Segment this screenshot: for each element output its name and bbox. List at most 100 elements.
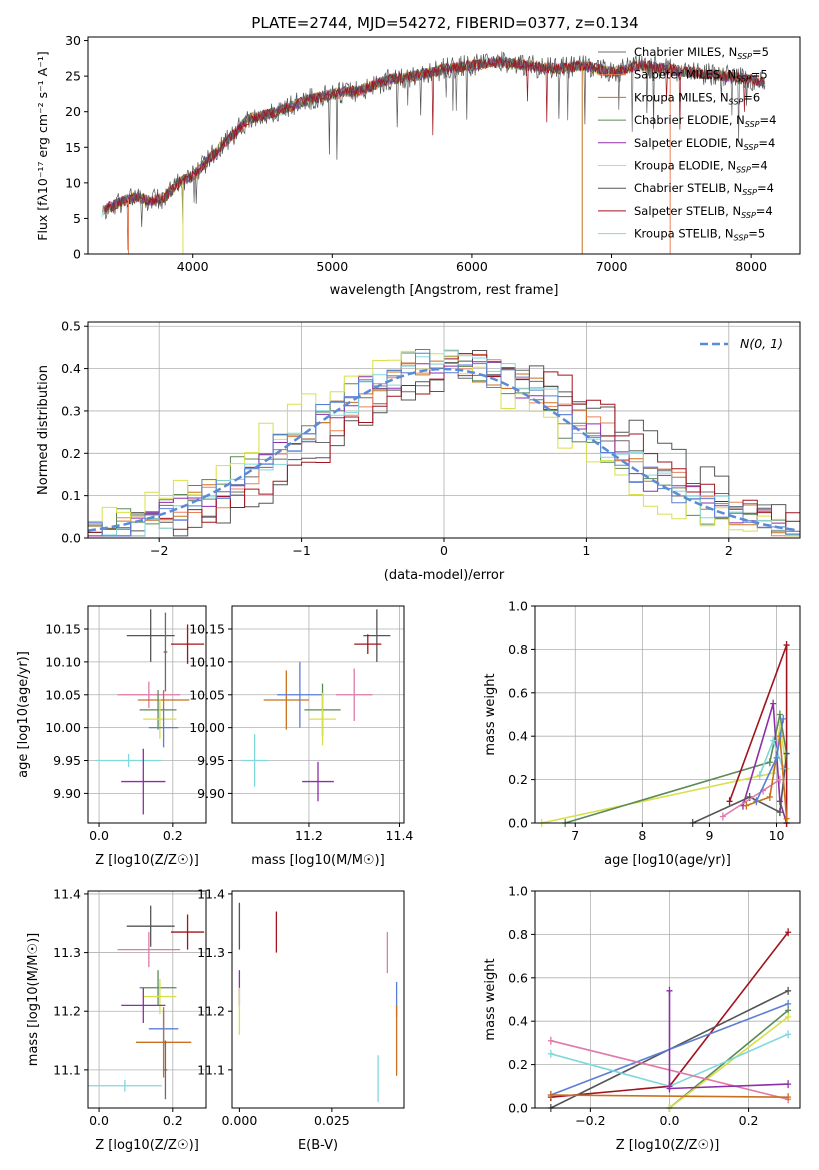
x-tick-label: 0.000 (221, 1113, 257, 1128)
y-axis-label: mass weight (483, 958, 498, 1040)
point (139, 970, 177, 1006)
legend-val: =4 (751, 159, 768, 173)
x-tick-label: −2 (150, 543, 168, 558)
y-tick-label: 10 (65, 175, 81, 190)
legend-sub: SSP (744, 143, 759, 152)
legend-sub: SSP (741, 211, 756, 220)
point (143, 978, 177, 1015)
legend-val: =4 (760, 113, 777, 127)
point (354, 634, 382, 655)
x-tick-label: 1 (582, 543, 590, 558)
x-axis-label: (data-model)/error (384, 568, 505, 583)
point (308, 692, 337, 746)
legend-val: =4 (756, 204, 773, 218)
x-axis-label: Z [log10(Z/Z☉)] (616, 1138, 720, 1153)
legend-label: Salpeter STELIB, NSSP=4 (634, 204, 773, 220)
x-tick-label: 0.0 (89, 828, 109, 843)
x-tick-label: 5000 (316, 259, 348, 274)
y-tick-label: 1.0 (508, 884, 528, 899)
panel-weight_vs_Z: −0.2 0.0 0.2 0.0 0.2 0.4 0.6 0.8 1.0 Z [log10(Z/Z… (483, 884, 801, 1153)
point (126, 905, 175, 947)
y-tick-label: 0 (73, 247, 81, 262)
legend-sub: SSP (737, 52, 752, 61)
weight-marker (547, 1049, 554, 1058)
x-tick-label: 11.4 (386, 828, 414, 843)
x-tick-label: 7000 (596, 259, 628, 274)
x-axis-label: mass [log10(M/M☉)] (251, 853, 384, 868)
axes-frame (534, 890, 801, 1109)
axes-frame (87, 890, 207, 1109)
panel-residual_hist: −2 −1 0 1 2 0.0 0.1 0.2 0.3 0.4 0.5 N(0, 1) (data-mo… (36, 319, 801, 583)
y-tick-label: 11.3 (53, 945, 81, 960)
axes-frame (534, 605, 801, 824)
x-tick-label: 0 (440, 543, 448, 558)
y-tick-label: 9.95 (53, 753, 81, 768)
x-tick-label: 6000 (456, 259, 488, 274)
y-tick-label: 10.05 (189, 687, 225, 702)
point (135, 1007, 192, 1078)
panel-weight_vs_age: 7 8 9 10 0.0 0.2 0.4 0.6 0.8 1.0 age [log10(age/yr… (483, 599, 801, 868)
weight-line (692, 753, 788, 823)
legend-val: =6 (743, 90, 760, 104)
point (88, 1079, 162, 1092)
legend-val: =5 (748, 227, 765, 241)
weight-marker (547, 1090, 554, 1099)
y-tick-label: 10.15 (45, 622, 81, 637)
weight-line (550, 1094, 789, 1098)
point (117, 932, 181, 968)
legend: Chabrier MILES, NSSP=5 Salpeter MILES, NS… (598, 45, 776, 243)
legend-label: Chabrier MILES, NSSP=5 (634, 45, 769, 61)
point (263, 670, 309, 730)
panel-age_vs_mass: 11.2 11.4 9.90 9.95 10.00 10.05 10.10 10.15 mass… (189, 605, 414, 868)
y-tick-label: 0.8 (508, 927, 528, 942)
y-tick-label: 10.10 (45, 654, 81, 669)
y-axis-label: Flux [fλ10⁻¹⁷ erg cm⁻² s⁻¹ A⁻¹] (35, 51, 50, 240)
weight-line (668, 1009, 789, 1108)
y-tick-label: 9.90 (53, 786, 81, 801)
weight-marker (783, 814, 790, 823)
legend-label: Chabrier STELIB, NSSP=4 (634, 181, 774, 197)
point (121, 748, 166, 815)
weight-marker (783, 749, 790, 758)
weight-marker (753, 797, 760, 806)
y-tick-label: 11.4 (197, 886, 225, 901)
point (302, 761, 334, 802)
spectrum-line (104, 56, 765, 213)
weight-marker (785, 1080, 792, 1089)
x-tick-label: 10 (769, 828, 785, 843)
panel-mass_vs_ebv: 0.000 0.025 11.1 11.2 11.3 11.4 E(B-V) (197, 886, 405, 1153)
point (277, 661, 323, 728)
legend-sub: SSP (745, 120, 760, 129)
legend-label: Salpeter ELODIE, NSSP=4 (634, 136, 775, 152)
axes-frame (231, 890, 405, 1109)
x-tick-label: 0.0 (660, 1113, 680, 1128)
x-axis-label: wavelength [Angstrom, rest frame] (330, 283, 559, 298)
weight-line (541, 725, 788, 823)
weight-marker (766, 758, 773, 767)
y-tick-label: 0.0 (61, 531, 81, 546)
figure-title: PLATE=2744, MJD=54272, FIBERID=0377, z=0… (251, 14, 638, 32)
legend-sub: SSP (734, 234, 749, 243)
y-tick-label: 0.0 (508, 1101, 528, 1116)
legend-sub: SSP (736, 75, 751, 84)
y-axis-label: age [log10(age/yr)] (16, 651, 31, 778)
y-tick-label: 11.1 (53, 1062, 81, 1077)
y-tick-label: 10.10 (189, 654, 225, 669)
y-tick-label: 30 (65, 33, 81, 48)
axes-frame (87, 36, 801, 255)
y-tick-label: 15 (65, 140, 81, 155)
y-tick-label: 9.95 (197, 753, 225, 768)
weight-marker (785, 1093, 792, 1102)
y-tick-label: 9.90 (197, 786, 225, 801)
y-tick-label: 0.5 (61, 319, 81, 334)
point (143, 699, 177, 739)
point (137, 690, 190, 710)
weight-marker (783, 641, 790, 650)
y-tick-label: 20 (65, 104, 81, 119)
point (139, 690, 177, 730)
point (170, 624, 205, 664)
panel-mass_vs_Z: 0.0 0.2 11.1 11.2 11.3 11.4 Z [log10(Z/Z☉)] mas… (26, 886, 207, 1153)
y-tick-label: 0.8 (508, 642, 528, 657)
legend-sub: SSP (742, 188, 757, 197)
weight-marker (785, 1012, 792, 1021)
